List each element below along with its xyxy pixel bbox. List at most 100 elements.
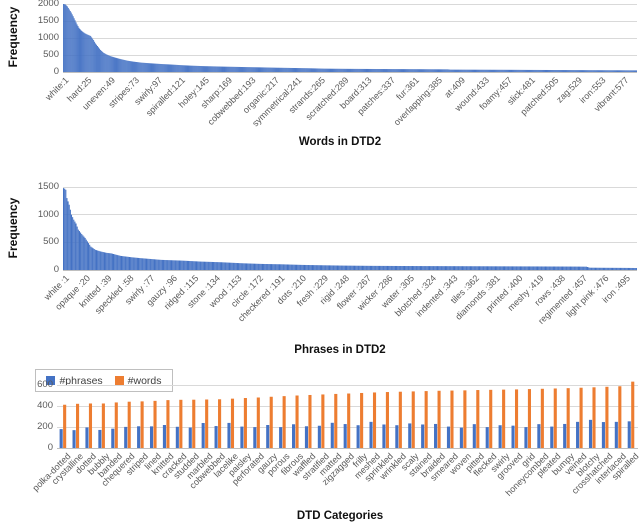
bar: [256, 67, 258, 72]
bar: [192, 261, 194, 270]
bar: [381, 69, 383, 72]
bar: [401, 69, 403, 72]
bar: [504, 69, 506, 72]
#phrases-bar: [550, 426, 554, 448]
bar: [263, 67, 265, 72]
bar: [573, 70, 575, 72]
bar: [579, 266, 581, 270]
bar: [607, 70, 609, 72]
y-tick-label: 1500: [37, 181, 59, 192]
bar: [350, 265, 352, 270]
bar: [180, 65, 182, 72]
bar: [186, 65, 188, 72]
#phrases-bar: [627, 421, 631, 448]
bar: [451, 69, 453, 72]
bar: [305, 264, 307, 270]
bar: [302, 68, 304, 72]
bar: [633, 267, 635, 270]
bar: [339, 68, 341, 72]
#words-bar: [127, 401, 131, 448]
bar: [240, 263, 242, 270]
bar: [600, 267, 602, 270]
x-axis-line: [63, 269, 637, 271]
bar: [336, 68, 338, 72]
bar: [483, 69, 485, 72]
bar: [388, 69, 390, 72]
bar: [347, 265, 349, 270]
bar: [511, 266, 514, 270]
bar: [620, 70, 622, 72]
bar: [110, 56, 112, 72]
bar: [496, 266, 498, 270]
bar: [589, 267, 591, 270]
bar: [89, 35, 91, 72]
bar: [156, 63, 158, 72]
#words-bar: [321, 394, 325, 448]
bar: [206, 66, 207, 72]
bar: [454, 69, 456, 72]
bar: [73, 18, 75, 72]
bar: [353, 265, 356, 270]
bar: [449, 69, 451, 72]
bar: [557, 70, 559, 72]
bar: [319, 265, 321, 270]
bar: [627, 267, 629, 270]
bar: [477, 266, 479, 270]
bar: [250, 67, 252, 72]
bar: [267, 264, 269, 270]
bar: [402, 266, 404, 270]
bar: [162, 64, 164, 72]
bar: [543, 69, 545, 72]
bar: [328, 265, 331, 270]
bar: [450, 69, 452, 72]
bar: [315, 265, 317, 270]
bar: [169, 64, 170, 72]
bar: [328, 68, 330, 72]
bar: [515, 266, 517, 270]
bar: [150, 259, 152, 270]
bar: [244, 263, 246, 270]
bar: [323, 68, 325, 72]
bar: [422, 266, 424, 270]
bar: [414, 266, 416, 270]
bar: [64, 188, 66, 270]
bar: [149, 63, 151, 72]
bar: [632, 267, 634, 270]
bar: [457, 69, 459, 72]
bar: [529, 69, 531, 72]
#words-bar: [489, 389, 493, 448]
bar: [575, 266, 577, 270]
bar: [241, 67, 242, 72]
bar: [100, 50, 102, 72]
bar: [133, 61, 134, 72]
bar: [510, 69, 512, 72]
y-tick-label: 600: [37, 379, 53, 390]
bar: [393, 69, 395, 72]
bar: [203, 66, 205, 72]
bar: [607, 267, 609, 270]
#words-bar: [63, 404, 67, 448]
bar: [376, 69, 378, 72]
bar: [419, 266, 421, 270]
bar: [98, 250, 100, 270]
bar: [467, 266, 469, 270]
bar: [572, 266, 574, 270]
bar: [605, 70, 607, 72]
bar: [431, 266, 433, 270]
bar: [558, 70, 560, 72]
bar: [308, 68, 310, 72]
bar: [576, 70, 578, 72]
bar: [275, 67, 277, 72]
bar: [559, 70, 561, 72]
bar: [232, 262, 234, 270]
bar: [360, 68, 362, 72]
bar: [294, 264, 296, 270]
bar: [425, 266, 427, 270]
#words-bar: [140, 401, 144, 448]
bar: [502, 69, 504, 72]
bar: [579, 70, 581, 72]
#phrases-bar: [408, 423, 412, 448]
bar: [608, 267, 610, 270]
bar: [215, 66, 217, 72]
bar: [243, 67, 245, 72]
